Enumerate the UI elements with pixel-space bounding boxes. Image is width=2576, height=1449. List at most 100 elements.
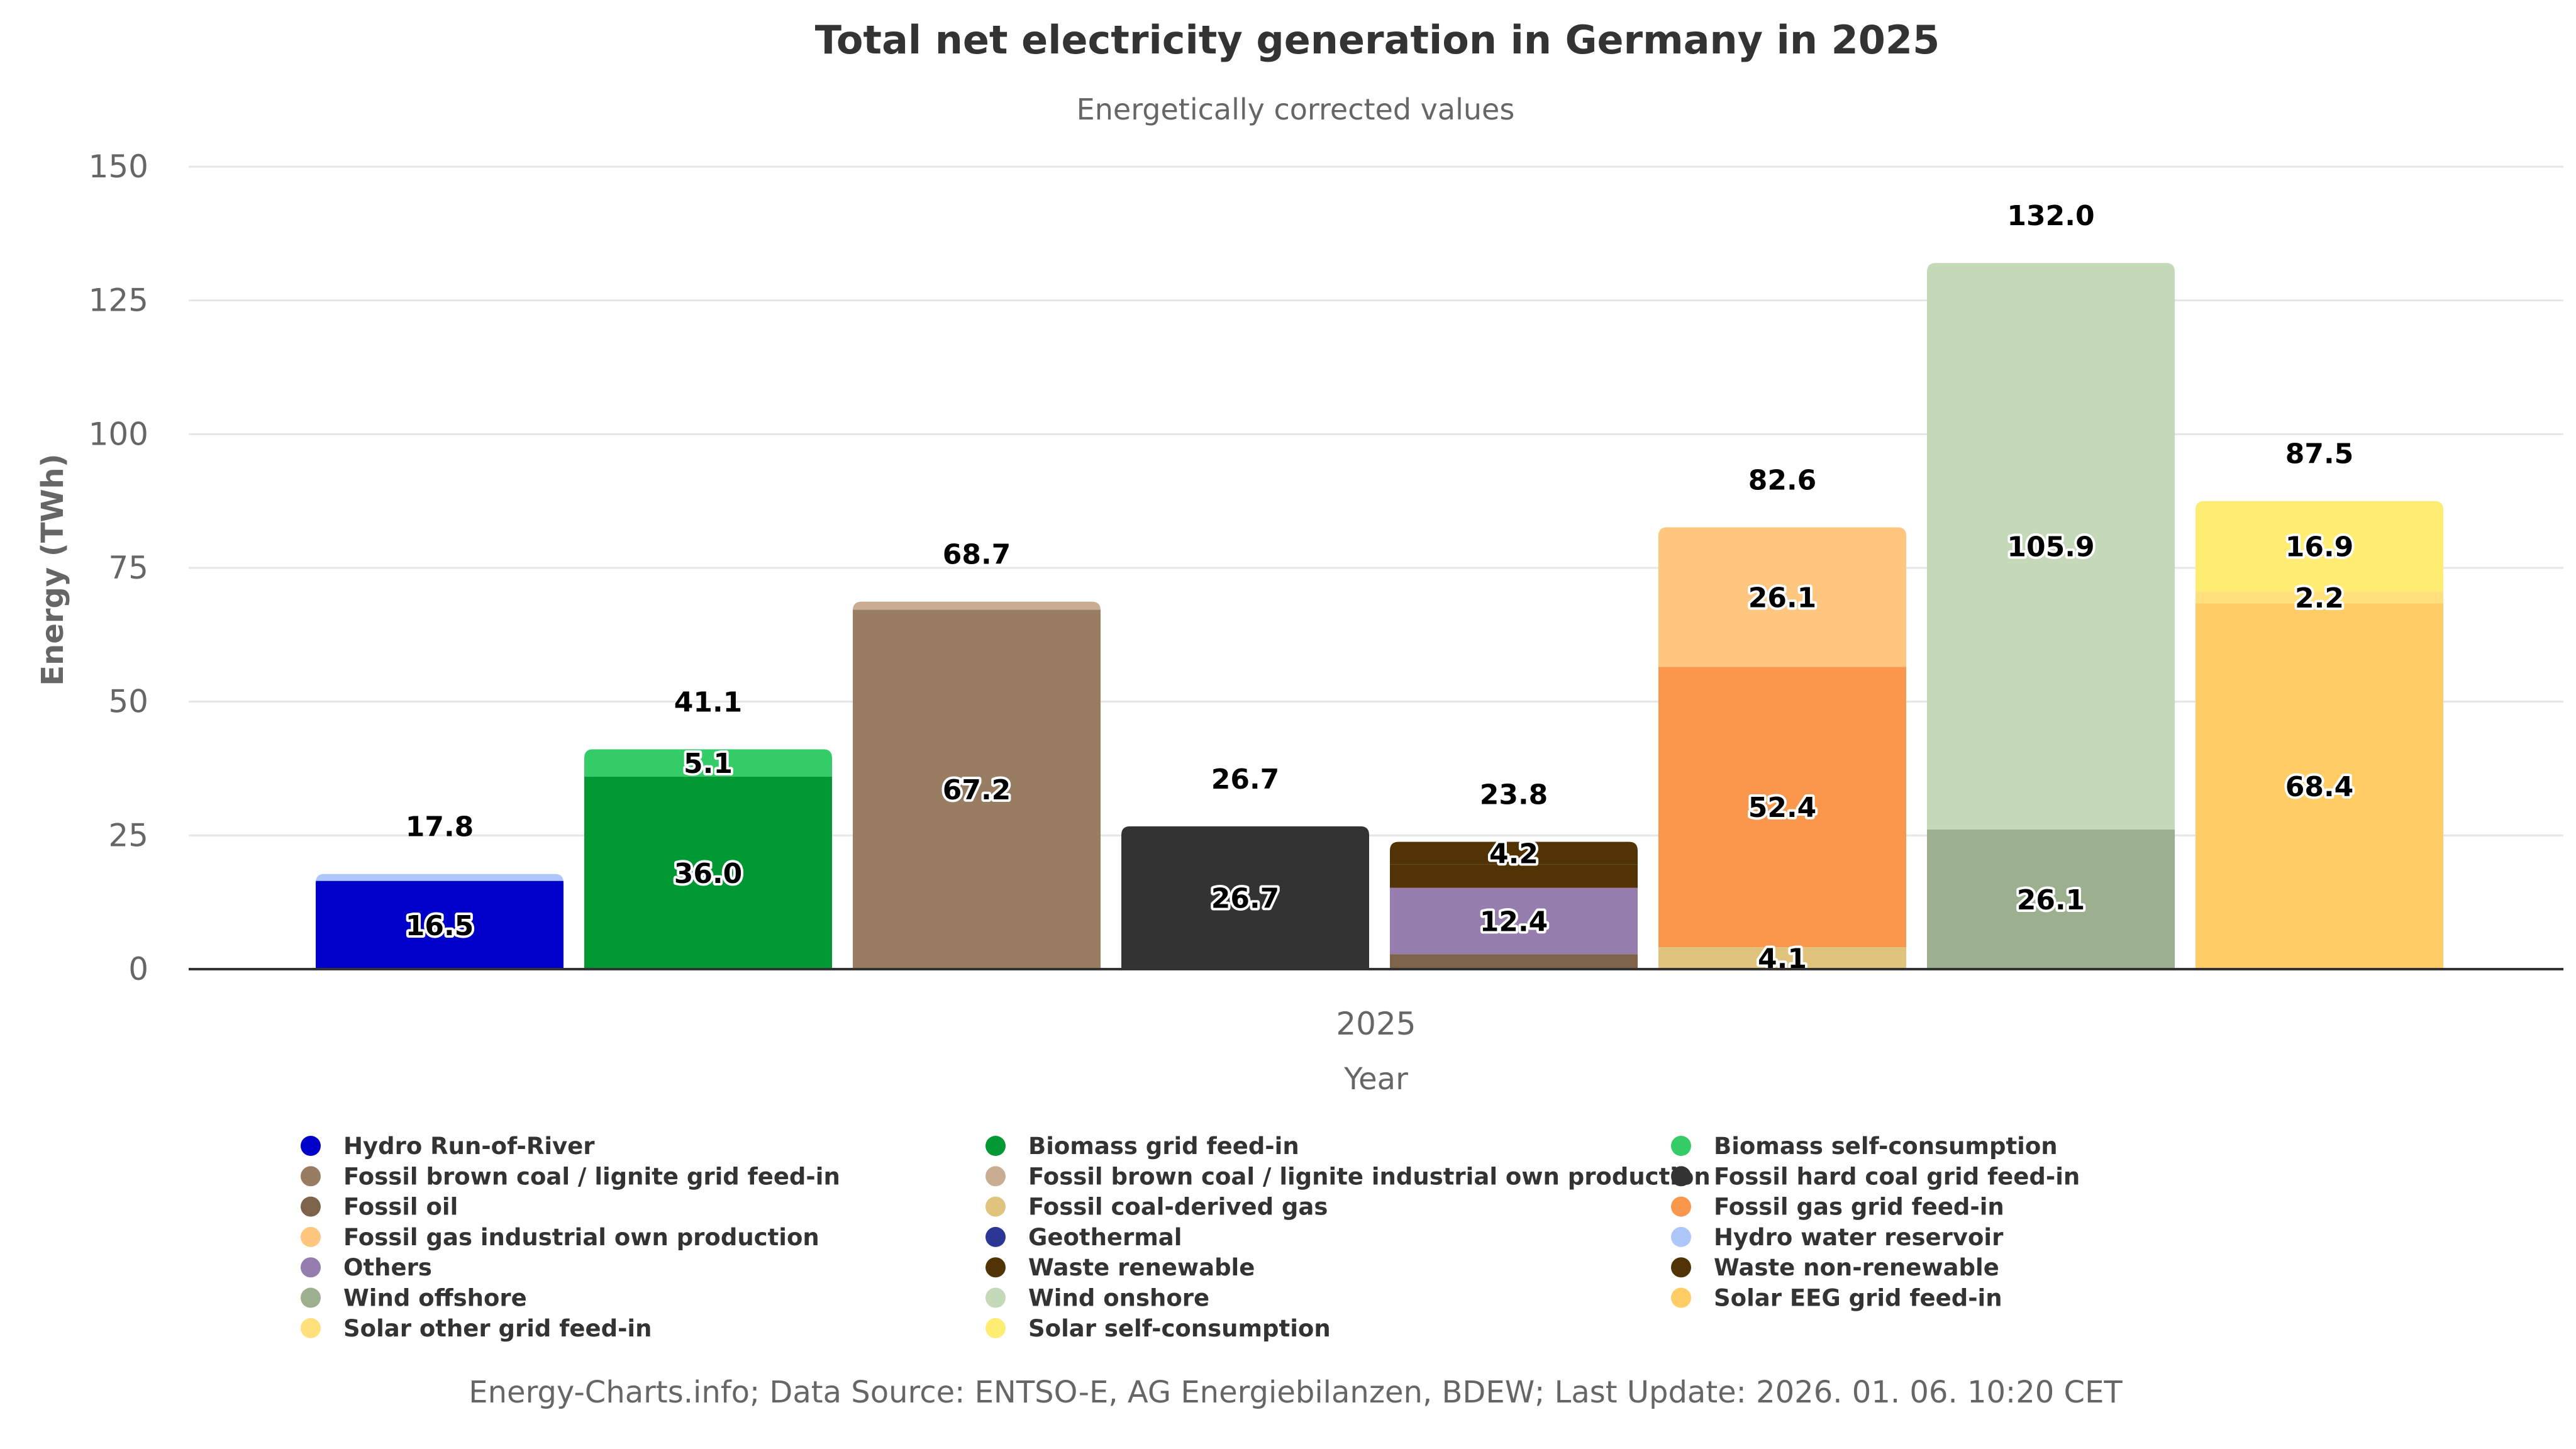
legend-item[interactable]: Others bbox=[301, 1254, 432, 1281]
legend-marker-icon bbox=[985, 1136, 1006, 1156]
bar-segment[interactable] bbox=[1390, 954, 1638, 969]
bar-segment[interactable] bbox=[2196, 603, 2443, 969]
legend-item[interactable]: Wind offshore bbox=[301, 1285, 527, 1312]
legend-item[interactable]: Waste non-renewable bbox=[1671, 1254, 1999, 1281]
segment-data-label: 67.2 bbox=[943, 774, 1011, 806]
chart-title: Total net electricity generation in Germ… bbox=[815, 17, 1940, 63]
stack-total-label: 82.6 bbox=[1748, 464, 1817, 496]
segment-data-label: 4.2 bbox=[1489, 838, 1538, 870]
legend-item[interactable]: Biomass self-consumption bbox=[1671, 1133, 2058, 1160]
y-tick-label: 25 bbox=[108, 817, 148, 853]
legend-label: Solar EEG grid feed-in bbox=[1714, 1285, 2002, 1312]
bar-segment[interactable] bbox=[2196, 591, 2443, 604]
bar-segment[interactable] bbox=[1390, 864, 1638, 888]
legend-marker-icon bbox=[985, 1196, 1006, 1217]
segment-data-label: 16.9 bbox=[2285, 531, 2354, 564]
bar-segment[interactable] bbox=[1927, 829, 2175, 969]
legend-label: Geothermal bbox=[1028, 1224, 1182, 1251]
bar-stack: 36.0 5.1 41.1 bbox=[584, 686, 832, 969]
legend-label: Fossil gas industrial own production bbox=[343, 1224, 819, 1251]
bar-segment[interactable] bbox=[316, 874, 564, 881]
legend-label: Fossil brown coal / lignite grid feed-in bbox=[343, 1163, 840, 1190]
segment-data-label: 26.1 bbox=[1748, 582, 1817, 614]
y-tick-label: 50 bbox=[108, 684, 148, 720]
legend-item[interactable]: Fossil brown coal / lignite industrial o… bbox=[985, 1163, 1711, 1190]
legend-item[interactable]: Hydro water reservoir bbox=[1671, 1224, 2004, 1251]
legend-item[interactable]: Geothermal bbox=[985, 1224, 1182, 1251]
bar-segment[interactable] bbox=[1390, 887, 1638, 955]
bar-segment[interactable] bbox=[2196, 501, 2443, 592]
y-axis-ticks: 0 25 50 75 100 125 150 bbox=[89, 148, 148, 987]
legend-item[interactable]: Wind onshore bbox=[985, 1285, 1209, 1312]
segment-data-label: 5.1 bbox=[684, 748, 733, 780]
bar-segment[interactable] bbox=[1121, 826, 1369, 969]
legend-marker-icon bbox=[1671, 1136, 1691, 1156]
stack-total-label: 87.5 bbox=[2285, 438, 2354, 470]
legend-marker-icon bbox=[301, 1226, 321, 1247]
legend-item[interactable]: Solar self-consumption bbox=[985, 1315, 1331, 1342]
legend-label: Hydro water reservoir bbox=[1714, 1224, 2004, 1251]
bar-stack: 26.1 105.9 132.0 bbox=[1927, 200, 2175, 969]
stack-total-label: 132.0 bbox=[2007, 200, 2094, 232]
bar-segment[interactable] bbox=[1658, 947, 1906, 969]
legend-item[interactable]: Fossil coal-derived gas bbox=[985, 1194, 1328, 1221]
legend-label: Wind onshore bbox=[1028, 1285, 1209, 1312]
segment-data-label: 105.9 bbox=[2007, 531, 2094, 564]
bar-stack: 67.2 68.7 bbox=[853, 539, 1101, 969]
stack-total-label: 23.8 bbox=[1480, 779, 1548, 811]
legend-marker-icon bbox=[1671, 1287, 1691, 1308]
legend-item[interactable]: Solar EEG grid feed-in bbox=[1671, 1285, 2002, 1312]
bar-stack: 16.5 17.8 bbox=[316, 811, 564, 969]
legend-item[interactable]: Hydro Run-of-River bbox=[301, 1133, 595, 1160]
bar-segment[interactable] bbox=[584, 776, 832, 969]
bar-segment[interactable] bbox=[1658, 667, 1906, 948]
legend-marker-icon bbox=[985, 1318, 1006, 1338]
bar-segment[interactable] bbox=[853, 609, 1101, 969]
legend-item[interactable]: Fossil gas industrial own production bbox=[301, 1224, 819, 1251]
y-tick-label: 150 bbox=[89, 148, 148, 185]
legend-label: Fossil hard coal grid feed-in bbox=[1714, 1163, 2080, 1190]
bar-segment[interactable] bbox=[1390, 841, 1638, 865]
legend-marker-icon bbox=[1671, 1257, 1691, 1278]
legend-item[interactable]: Fossil hard coal grid feed-in bbox=[1671, 1163, 2080, 1190]
bar-segment[interactable] bbox=[316, 880, 564, 969]
legend-label: Others bbox=[343, 1254, 432, 1281]
legend-label: Fossil brown coal / lignite industrial o… bbox=[1028, 1163, 1711, 1190]
segment-data-label: 16.5 bbox=[406, 910, 474, 942]
legend-marker-icon bbox=[301, 1318, 321, 1338]
legend-marker-icon bbox=[301, 1166, 321, 1187]
stack-total-label: 26.7 bbox=[1211, 763, 1280, 796]
legend-label: Fossil gas grid feed-in bbox=[1714, 1194, 2004, 1221]
chart-subtitle: Energetically corrected values bbox=[1077, 92, 1515, 126]
bar-segment[interactable] bbox=[584, 749, 832, 777]
segment-data-label: 12.4 bbox=[1480, 906, 1548, 938]
legend-label: Fossil coal-derived gas bbox=[1028, 1194, 1328, 1221]
legend-label: Waste renewable bbox=[1028, 1254, 1255, 1281]
bar-segment[interactable] bbox=[1658, 527, 1906, 667]
bar-stack: 12.4 4.2 23.8 bbox=[1390, 779, 1638, 969]
legend-marker-icon bbox=[985, 1226, 1006, 1247]
bar-segment[interactable] bbox=[1927, 263, 2175, 830]
legend-marker-icon bbox=[985, 1287, 1006, 1308]
legend-label: Wind offshore bbox=[343, 1285, 527, 1312]
segment-data-label: 52.4 bbox=[1748, 792, 1817, 824]
legend-marker-icon bbox=[1671, 1166, 1691, 1187]
legend-item[interactable]: Waste renewable bbox=[985, 1254, 1255, 1281]
footer-credits: Energy-Charts.info; Data Source: ENTSO-E… bbox=[469, 1375, 2123, 1410]
legend-item[interactable]: Biomass grid feed-in bbox=[985, 1133, 1299, 1160]
legend-item[interactable]: Fossil brown coal / lignite grid feed-in bbox=[301, 1163, 840, 1190]
segment-data-label: 26.1 bbox=[2017, 884, 2085, 916]
legend-label: Fossil oil bbox=[343, 1194, 458, 1221]
x-tick-label: 2025 bbox=[1336, 1006, 1416, 1042]
segment-data-label: 36.0 bbox=[674, 858, 743, 890]
legend-item[interactable]: Fossil oil bbox=[301, 1194, 458, 1221]
bar-segment[interactable] bbox=[853, 601, 1101, 610]
bar-stack: 4.152.426.182.6 bbox=[1658, 464, 1906, 978]
stack-total-label: 68.7 bbox=[943, 539, 1011, 571]
segment-data-label: 68.4 bbox=[2285, 771, 2354, 803]
legend-item[interactable]: Fossil gas grid feed-in bbox=[1671, 1194, 2004, 1221]
legend-label: Biomass self-consumption bbox=[1714, 1133, 2058, 1160]
x-axis-title: Year bbox=[1343, 1062, 1408, 1097]
legend-item[interactable]: Solar other grid feed-in bbox=[301, 1315, 652, 1342]
